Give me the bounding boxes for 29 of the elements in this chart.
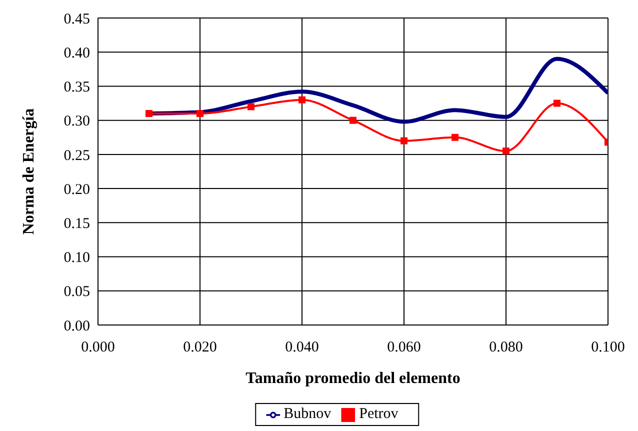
point [502, 148, 510, 155]
y-tick-label: 0.05 [64, 284, 90, 300]
x-tick-label: 0.040 [285, 340, 319, 356]
point [248, 103, 254, 110]
x-tick-label: 0.060 [387, 340, 421, 356]
y-axis-title: Norma de Energía [20, 108, 38, 235]
point [146, 110, 152, 118]
point [196, 110, 204, 118]
point [554, 100, 560, 107]
y-tick-label: 0.00 [64, 318, 90, 334]
point [400, 137, 408, 144]
point [452, 134, 458, 141]
legend-label: Bubnov [284, 406, 332, 422]
x-tick-label: 0.000 [81, 340, 115, 356]
x-tick-label: 0.080 [489, 340, 523, 356]
x-tick-label: 0.020 [183, 340, 217, 356]
y-tick-label: 0.45 [64, 11, 90, 28]
y-tick-label: 0.20 [64, 182, 90, 198]
point [298, 96, 306, 104]
point [350, 116, 356, 124]
y-tick-label: 0.30 [64, 114, 90, 130]
y-tick-label: 0.25 [64, 148, 90, 164]
x-tick-label: 0.100 [591, 340, 625, 356]
x-axis-title: Tamaño promedio del elemento [246, 370, 460, 387]
legend-label: Petrov [359, 406, 398, 422]
y-tick-label: 0.35 [64, 80, 90, 96]
y-tick-label: 0.40 [64, 45, 90, 62]
y-tick-label: 0.10 [64, 250, 90, 266]
y-tick-label: 0.15 [64, 216, 90, 232]
